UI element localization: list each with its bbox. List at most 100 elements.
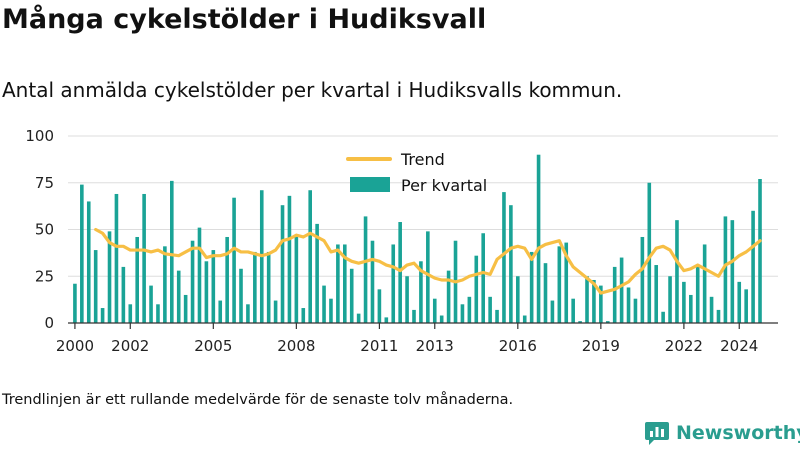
- bar: [488, 296, 492, 323]
- bar: [329, 298, 333, 323]
- bar: [142, 193, 146, 323]
- bar: [398, 222, 402, 323]
- legend-bar-swatch: [350, 177, 390, 192]
- legend-bar-label: Per kvartal: [401, 176, 487, 195]
- bar: [405, 276, 409, 323]
- bar: [308, 190, 312, 323]
- bar: [170, 180, 174, 323]
- bar: [640, 236, 645, 323]
- bar: [695, 266, 700, 323]
- bar: [495, 309, 499, 323]
- bar: [190, 240, 195, 323]
- bar: [391, 244, 396, 323]
- legend: Trend Per kvartal: [346, 150, 487, 195]
- bar: [633, 298, 638, 323]
- bar: [114, 193, 119, 323]
- bar: [619, 257, 624, 323]
- bar: [322, 285, 326, 323]
- bar: [73, 283, 77, 323]
- bar: [176, 270, 181, 323]
- bar: [737, 281, 742, 323]
- bar: [211, 250, 216, 323]
- chart-subtitle: Antal anmälda cykelstölder per kvartal i…: [2, 78, 623, 102]
- x-tick-label: 2011: [360, 337, 398, 355]
- y-tick-label: 25: [35, 267, 54, 285]
- x-tick-label: 2016: [499, 337, 537, 355]
- bar: [218, 300, 223, 323]
- bar: [647, 182, 652, 323]
- bar: [751, 210, 755, 323]
- bar: [585, 276, 589, 323]
- bar: [107, 231, 112, 323]
- bar: [654, 265, 659, 323]
- bar: [550, 300, 555, 323]
- bar: [509, 205, 513, 323]
- bar: [156, 304, 160, 323]
- x-tick-label: 2008: [277, 337, 315, 355]
- footnote: Trendlinjen är ett rullande medelvärde f…: [2, 392, 514, 408]
- bar: [232, 197, 236, 323]
- x-tick-label: 2024: [720, 337, 758, 355]
- bar: [612, 266, 617, 323]
- bar: [432, 298, 437, 323]
- bar: [557, 246, 562, 323]
- bar: [419, 261, 423, 323]
- x-axis-ticks: 2000 2002 2005 2008 2011 2013 2016 2019 2022 2024: [56, 323, 758, 355]
- bar: [446, 270, 451, 323]
- bar: [543, 263, 548, 323]
- bar: [135, 236, 139, 323]
- bar: [460, 304, 465, 323]
- bar: [474, 255, 479, 323]
- x-tick-label: 2013: [416, 337, 454, 355]
- x-tick-label: 2000: [56, 337, 94, 355]
- brand-logo: Newsworthy: [644, 419, 800, 447]
- bar: [363, 216, 368, 323]
- bar: [86, 201, 91, 323]
- y-tick-label: 0: [44, 314, 54, 332]
- bar: [502, 192, 506, 323]
- bar: [93, 250, 98, 323]
- bar: [204, 261, 209, 323]
- bar: [128, 304, 133, 323]
- bar: [301, 308, 306, 323]
- legend-trend-label: Trend: [400, 150, 445, 169]
- bar: [481, 233, 485, 323]
- y-tick-label: 75: [35, 174, 54, 192]
- bar: [536, 154, 541, 323]
- bar: [689, 294, 693, 323]
- bar: [529, 251, 534, 323]
- brand-name: Newsworthy: [676, 422, 800, 444]
- bar: [682, 281, 686, 323]
- bar: [356, 313, 361, 323]
- bar: [225, 236, 229, 323]
- trend-line: [94, 227, 762, 295]
- bar: [336, 244, 340, 323]
- bar: [100, 308, 105, 323]
- bar: [702, 244, 707, 323]
- bar: [744, 289, 748, 323]
- newsworthy-logo-icon: [645, 422, 669, 445]
- bar: [730, 220, 735, 323]
- bar: [266, 251, 271, 323]
- bar: [758, 179, 762, 323]
- bar: [716, 309, 721, 323]
- bar: [709, 296, 714, 323]
- bar: [370, 240, 375, 323]
- bar: [439, 315, 444, 323]
- bar: [592, 279, 596, 323]
- bar: [599, 285, 603, 323]
- bar: [412, 309, 416, 323]
- bar: [197, 227, 202, 323]
- bar: [384, 317, 389, 323]
- bar: [149, 285, 153, 323]
- bar: [626, 287, 631, 323]
- bar: [564, 242, 569, 323]
- bar: [80, 184, 84, 323]
- bar: [163, 246, 167, 323]
- y-tick-label: 100: [25, 127, 54, 145]
- chart-title: Många cykelstölder i Hudiksvall: [2, 4, 487, 35]
- bar: [522, 315, 527, 323]
- bar: [723, 216, 728, 323]
- bar: [294, 236, 299, 323]
